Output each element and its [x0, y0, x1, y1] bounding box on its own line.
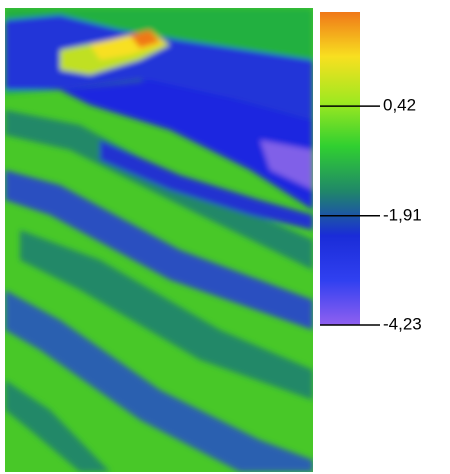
colorbar-tick-label: -1,91: [383, 205, 422, 224]
thermal-image: [5, 8, 313, 472]
colorbar-tick-label: 0,42: [383, 96, 416, 115]
colorbar: [320, 12, 360, 325]
colorbar-tick-label: -4,23: [383, 314, 422, 333]
